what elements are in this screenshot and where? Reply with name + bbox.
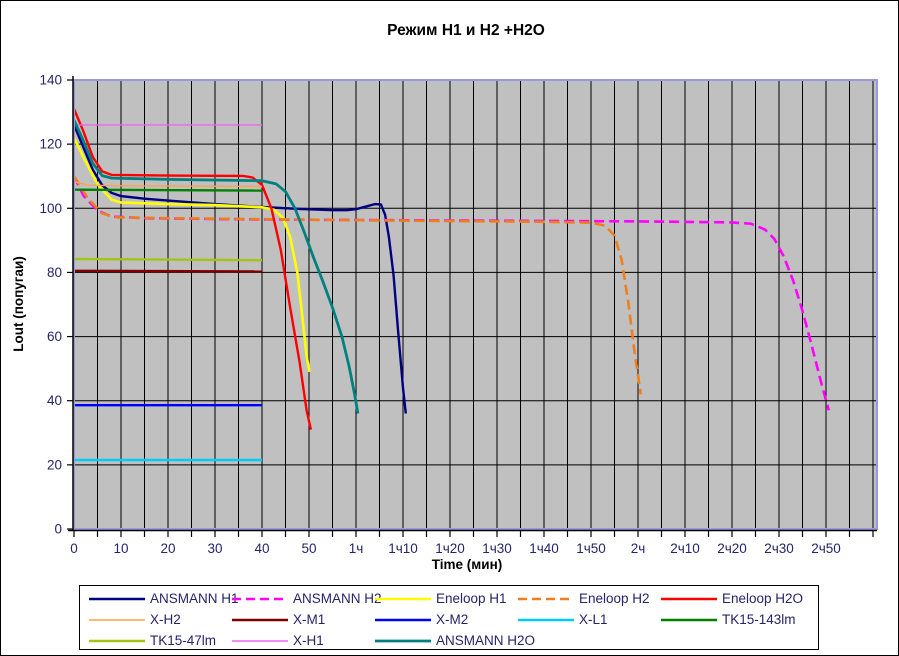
- legend-item-eneloop-h2: Eneloop H2: [517, 588, 660, 609]
- y-tick-label: 80: [47, 265, 62, 280]
- x-tick-label: 1ч20: [435, 541, 465, 556]
- x-tick-label: 2ч50: [811, 541, 841, 556]
- legend-swatch-line: [89, 618, 145, 621]
- plot-border: [73, 79, 878, 530]
- y-tick-label: 120: [39, 137, 62, 152]
- legend-label: TK15-47lm: [150, 633, 217, 648]
- legend-label: X-M2: [436, 612, 469, 627]
- series-line-tk15-47lm: [73, 257, 263, 262]
- y-tick-label: 100: [39, 201, 62, 216]
- legend-swatch-line: [518, 597, 574, 600]
- series-line-x-m1: [73, 269, 263, 273]
- legend-label: ANSMANN H2O: [436, 633, 536, 648]
- chart-title: Режим H1 и H2 +H2O: [387, 22, 545, 39]
- legend-label: X-H2: [150, 612, 181, 627]
- x-tick-label: 1ч10: [388, 541, 418, 556]
- series-line-eneloop-h2: [72, 175, 643, 395]
- x-tick-label: 30: [207, 541, 222, 556]
- x-tick-label: 2ч30: [764, 541, 794, 556]
- series-line-x-h2: [73, 181, 263, 188]
- legend-item-x-h1: X-H1: [231, 630, 374, 651]
- x-tick-label: 2ч: [631, 541, 646, 556]
- legend-item-x-h2: X-H2: [88, 609, 231, 630]
- x-tick-label: 20: [160, 541, 175, 556]
- legend-item-tk15-47lm: TK15-47lm: [88, 630, 231, 651]
- legend-label: X-M1: [293, 612, 326, 627]
- series-line-eneloop-h2o: [72, 108, 313, 430]
- legend-item-ansmann-h2o: ANSMANN H2O: [374, 630, 535, 651]
- legend-label: ANSMANN H1: [150, 591, 239, 606]
- x-tick-label: 1ч30: [482, 541, 512, 556]
- legend-swatch-line: [375, 597, 431, 600]
- x-tick-label: 40: [254, 541, 269, 556]
- legend-label: Eneloop H1: [436, 591, 507, 606]
- legend-item-eneloop-h1: Eneloop H1: [374, 588, 517, 609]
- series-line-ansmann-h2o: [72, 119, 360, 414]
- legend-item-tk15-143lm: TK15-143lm: [660, 609, 803, 630]
- legend-label: X-L1: [579, 612, 608, 627]
- legend-swatch-line: [661, 597, 717, 600]
- x-tick-label: 2ч10: [670, 541, 700, 556]
- y-tick-label: 0: [54, 522, 62, 537]
- plot-background: [74, 80, 877, 529]
- legend-swatch-line: [89, 639, 145, 642]
- legend-swatch-line: [89, 597, 145, 600]
- x-axis-title: Time (мин): [432, 557, 502, 572]
- x-tick-label: 0: [70, 541, 78, 556]
- x-tick-label: 2ч20: [717, 541, 747, 556]
- legend-item-eneloop-h2o: Eneloop H2O: [660, 588, 803, 609]
- x-tick-label: 1ч50: [576, 541, 606, 556]
- legend-swatch-line: [232, 618, 288, 621]
- legend-label: TK15-143lm: [722, 612, 796, 627]
- y-axis-title: Lout (попугаи): [11, 256, 26, 351]
- legend-item-x-l1: X-L1: [517, 609, 660, 630]
- x-tick-label: 1ч: [349, 541, 364, 556]
- legend-item-ansmann-h2: ANSMANN H2: [231, 588, 382, 609]
- legend-label: X-H1: [293, 633, 324, 648]
- legend-label: ANSMANN H2: [293, 591, 382, 606]
- legend-label: Eneloop H2: [579, 591, 650, 606]
- y-tick-label: 60: [47, 329, 62, 344]
- legend-swatch-line: [518, 618, 574, 621]
- legend: ANSMANN H1 ANSMANN H2 Eneloop H1 Eneloop H2…: [79, 585, 819, 650]
- x-tick-label: 10: [113, 541, 128, 556]
- series-line-tk15-143lm: [73, 188, 263, 192]
- legend-item-x-m1: X-M1: [231, 609, 374, 630]
- y-tick-label: 20: [47, 457, 62, 472]
- legend-swatch-line: [232, 639, 288, 642]
- x-tick-label: 1ч40: [529, 541, 559, 556]
- y-tick-label: 40: [47, 393, 62, 408]
- legend-swatch-line: [661, 618, 717, 621]
- y-tick-label: 140: [39, 73, 62, 88]
- legend-swatch-line: [232, 597, 288, 600]
- legend-item-ansmann-h1: ANSMANN H1: [88, 588, 239, 609]
- legend-swatch-line: [375, 639, 431, 642]
- legend-swatch-line: [375, 618, 431, 621]
- legend-label: Eneloop H2O: [722, 591, 804, 606]
- x-tick-label: 50: [301, 541, 316, 556]
- legend-item-x-m2: X-M2: [374, 609, 517, 630]
